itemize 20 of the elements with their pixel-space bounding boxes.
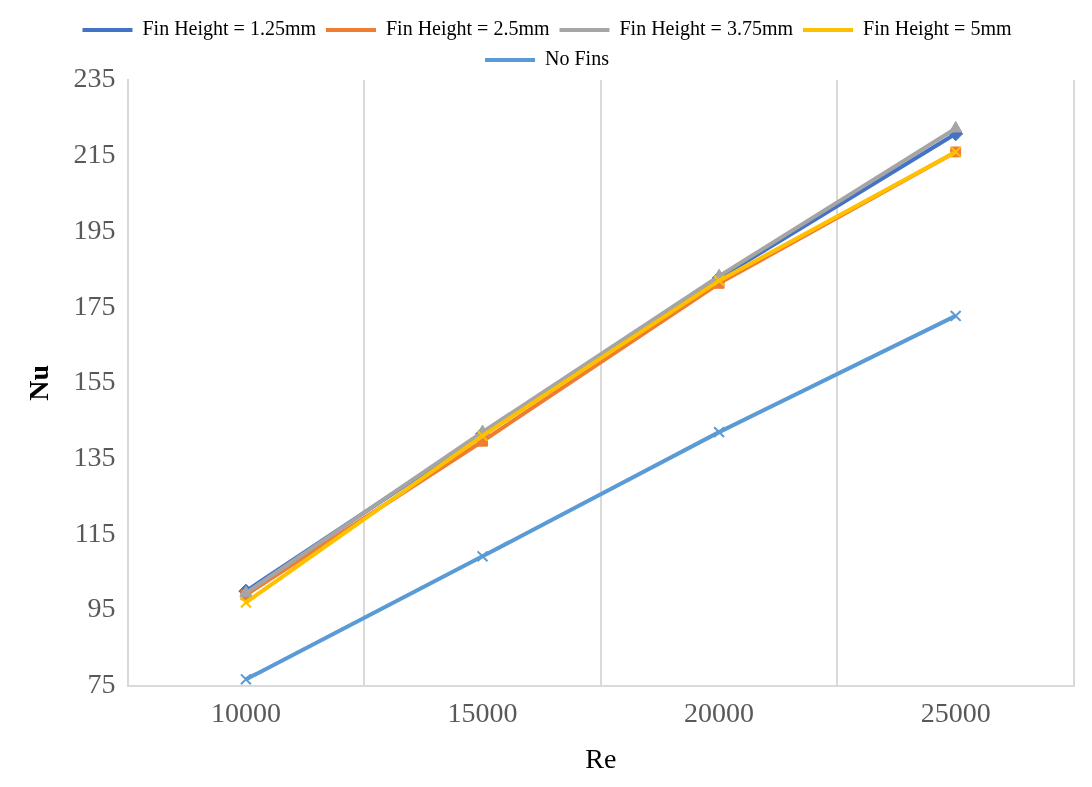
legend-label: Fin Height = 3.75mm: [619, 17, 794, 41]
legend-label: Fin Height = 1.25mm: [142, 17, 317, 41]
y-tick-label: 115: [74, 516, 116, 548]
y-tick-label: 175: [73, 289, 116, 321]
x-tick-label: 20000: [684, 696, 755, 728]
legend-label: Fin Height = 5mm: [863, 17, 1012, 41]
y-tick-label: 75: [87, 668, 116, 700]
x-tick-label: 10000: [210, 696, 281, 728]
x-tick-label: 15000: [447, 696, 518, 728]
x-tick-label: 25000: [920, 696, 991, 728]
y-tick-label: 235: [73, 62, 116, 94]
y-tick-label: 95: [87, 592, 116, 624]
legend-label: Fin Height = 2.5mm: [385, 17, 550, 41]
y-tick-label: 155: [73, 365, 116, 397]
y-tick-label: 215: [73, 138, 116, 170]
legend-label: No Fins: [545, 47, 610, 70]
y-tick-label: 195: [73, 213, 116, 245]
x-axis-title: Re: [585, 742, 617, 774]
y-tick-label: 135: [73, 440, 116, 472]
y-axis-title: Nu: [23, 365, 55, 401]
